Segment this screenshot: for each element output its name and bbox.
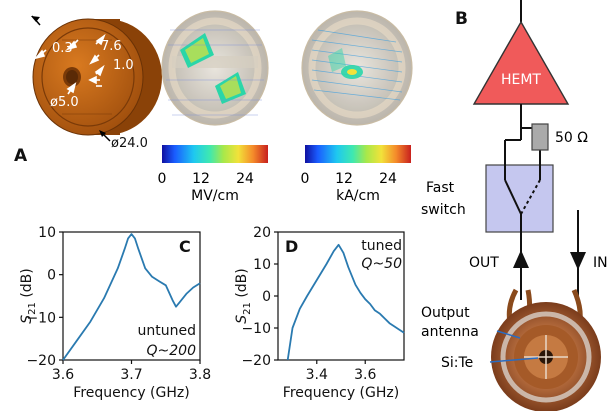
annotation-tuned: tuned bbox=[361, 238, 402, 254]
annotation-untuned: untuned bbox=[138, 323, 196, 339]
panel-label-b: B bbox=[455, 9, 468, 29]
in-label: IN bbox=[593, 255, 608, 271]
y-axis-label: S21 (dB) bbox=[19, 268, 38, 324]
current-simulation bbox=[301, 10, 413, 126]
x-tick-label: 3.7 bbox=[120, 367, 142, 383]
colorbar-e-tick-24: 24 bbox=[236, 171, 254, 187]
colorbar-e-unit: MV/cm bbox=[191, 188, 239, 204]
y-tick-label: 10 bbox=[253, 257, 271, 273]
electric-field-simulation bbox=[161, 10, 269, 126]
colorbar-j-unit: kA/cm bbox=[336, 188, 380, 204]
series-line bbox=[62, 233, 201, 361]
hemt-amplifier bbox=[472, 20, 570, 105]
dim-1p0: 1.0 bbox=[113, 58, 134, 73]
y-tick-label: 10 bbox=[38, 225, 56, 241]
resistor-label: 50 Ω bbox=[555, 130, 588, 146]
y-tick-label: 0 bbox=[262, 289, 271, 305]
x-tick-label: 3.6 bbox=[52, 367, 74, 383]
colorbar-current bbox=[305, 145, 411, 163]
panel-label-d: D bbox=[285, 237, 298, 256]
panel-a: 0.3 7.6 1.0 ø5.0 ø24.0 A bbox=[14, 10, 413, 204]
y-tick-label: −20 bbox=[26, 353, 56, 369]
colorbar-j-tick-12: 12 bbox=[335, 171, 353, 187]
x-tick-label: 3.6 bbox=[354, 367, 376, 383]
x-tick-label: 3.4 bbox=[306, 367, 328, 383]
resistor-50-ohm bbox=[531, 123, 549, 151]
switch-label-line1: Fast bbox=[426, 180, 455, 196]
out-arrow bbox=[513, 250, 529, 268]
panel-label-c: C bbox=[179, 237, 191, 256]
x-axis-label: Frequency (GHz) bbox=[283, 385, 399, 401]
sample-label: Si:Te bbox=[441, 355, 473, 371]
antenna-label-line2: antenna bbox=[421, 324, 479, 340]
dim-24p0: ø24.0 bbox=[111, 136, 148, 151]
y-tick-label: −20 bbox=[241, 353, 271, 369]
y-axis-label: S21 (dB) bbox=[234, 268, 253, 324]
panel-b: B HEMT 50 Ω Fast switch OUT IN bbox=[421, 0, 608, 411]
series-line bbox=[286, 243, 405, 361]
colorbar-e-tick-0: 0 bbox=[158, 171, 167, 187]
out-label: OUT bbox=[469, 255, 499, 271]
resonator-photo bbox=[491, 288, 601, 411]
colorbar-j-tick-0: 0 bbox=[301, 171, 310, 187]
chart-d: −20 −10 0 10 20 3.4 3.6 Frequency (GHz) S21 (dB)… bbox=[234, 225, 405, 401]
y-tick-label: 0 bbox=[47, 268, 56, 284]
fast-switch bbox=[485, 164, 554, 233]
dim-7p6: 7.6 bbox=[101, 39, 122, 54]
colorbar-e-tick-12: 12 bbox=[192, 171, 210, 187]
dim-5p0: ø5.0 bbox=[50, 95, 79, 110]
x-axis-label: Frequency (GHz) bbox=[73, 385, 189, 401]
dim-0p3: 0.3 bbox=[52, 41, 73, 56]
x-tick-label: 3.8 bbox=[189, 367, 211, 383]
y-tick-label: −10 bbox=[241, 321, 271, 337]
annotation-q-tuned: Q~50 bbox=[361, 256, 402, 272]
resonator-illustration bbox=[32, 18, 162, 136]
annotation-q-untuned: Q~200 bbox=[147, 343, 197, 359]
in-arrow bbox=[570, 252, 586, 270]
colorbar-j-tick-24: 24 bbox=[379, 171, 397, 187]
switch-label-line2: switch bbox=[421, 202, 466, 218]
antenna-label-line1: Output bbox=[421, 305, 470, 321]
colorbar-electric bbox=[162, 145, 268, 163]
dimension-arrows bbox=[33, 33, 106, 95]
y-tick-label: −10 bbox=[26, 310, 56, 326]
y-tick-label: 20 bbox=[253, 225, 271, 241]
panel-label-a: A bbox=[14, 146, 28, 166]
hemt-label: HEMT bbox=[501, 72, 541, 88]
